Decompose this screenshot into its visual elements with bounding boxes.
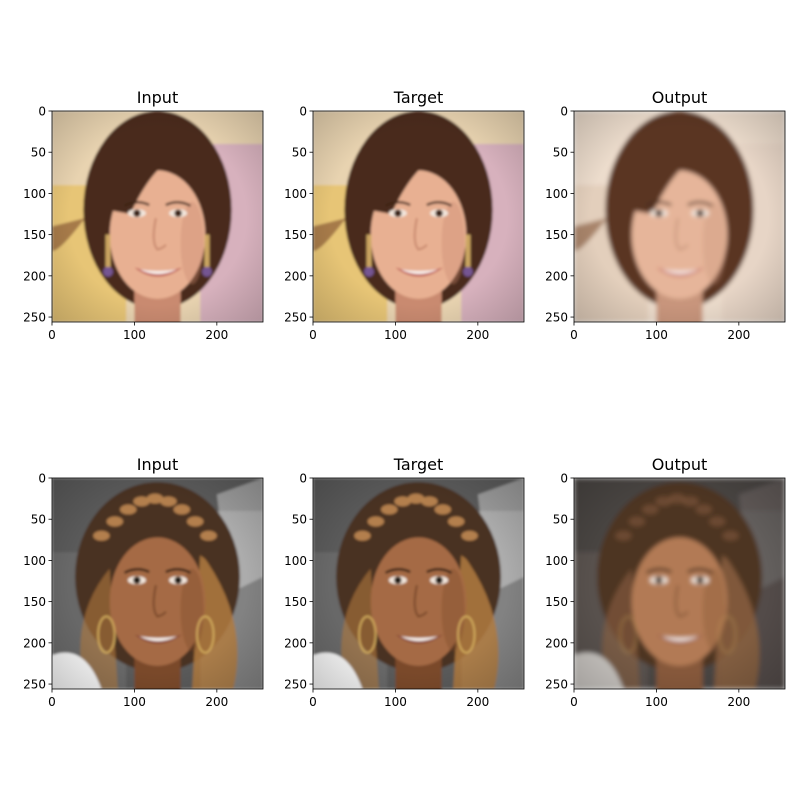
y-tick-label: 200 — [23, 636, 46, 650]
y-tick-label: 50 — [553, 146, 568, 160]
y-tick-label: 0 — [299, 105, 307, 119]
panel-output-row-2: Output 0 100 200 0 50 100 150 200 250 — [545, 455, 786, 709]
y-tick-label: 200 — [284, 269, 307, 283]
axes-frame — [573, 110, 786, 323]
y-tick-label: 250 — [284, 311, 307, 325]
panel-title: Output — [652, 88, 708, 107]
x-tick-label: 0 — [570, 328, 578, 342]
x-tick-label: 0 — [309, 695, 317, 709]
y-tick-label: 100 — [23, 187, 46, 201]
y-tick-label: 50 — [292, 146, 307, 160]
panel-title: Target — [393, 88, 444, 107]
panel-target-row-2: Target 0 100 200 0 50 100 150 200 250 — [284, 455, 525, 709]
panel-target-row-1: Target 0 100 200 0 50 100 150 200 250 — [284, 88, 525, 342]
y-tick-label: 150 — [23, 228, 46, 242]
x-tick-label: 200 — [466, 695, 489, 709]
y-tick-label: 0 — [299, 472, 307, 486]
y-tick-label: 100 — [545, 187, 568, 201]
x-tick-label: 200 — [205, 695, 228, 709]
y-tick-label: 200 — [545, 269, 568, 283]
panel-title: Input — [137, 88, 178, 107]
axes-frame — [51, 110, 264, 323]
y-tick-label: 250 — [284, 678, 307, 692]
x-tick-label: 200 — [205, 328, 228, 342]
y-tick-label: 250 — [23, 678, 46, 692]
y-tick-label: 100 — [23, 554, 46, 568]
axes-frame — [51, 477, 264, 690]
panel-image — [574, 478, 785, 689]
axes-frame — [573, 477, 786, 690]
panel-input-row-2: Input 0 100 200 0 50 100 150 200 250 — [23, 455, 264, 709]
panel-image — [52, 478, 263, 689]
x-tick-label: 100 — [384, 328, 407, 342]
panel-image — [52, 111, 263, 322]
y-tick-label: 200 — [545, 636, 568, 650]
y-tick-label: 100 — [284, 554, 307, 568]
x-tick-label: 100 — [384, 695, 407, 709]
y-tick-label: 0 — [560, 472, 568, 486]
x-tick-label: 0 — [570, 695, 578, 709]
y-tick-label: 0 — [38, 472, 46, 486]
y-tick-label: 150 — [284, 595, 307, 609]
panel-image — [313, 111, 524, 322]
y-tick-label: 150 — [284, 228, 307, 242]
x-tick-label: 100 — [645, 328, 668, 342]
y-tick-label: 50 — [31, 513, 46, 527]
x-tick-label: 200 — [727, 328, 750, 342]
y-tick-label: 50 — [31, 146, 46, 160]
y-tick-label: 150 — [23, 595, 46, 609]
y-tick-label: 250 — [545, 311, 568, 325]
y-tick-label: 150 — [545, 595, 568, 609]
panel-image — [574, 111, 785, 322]
panel-title: Output — [652, 455, 708, 474]
x-tick-label: 100 — [123, 328, 146, 342]
y-tick-label: 50 — [553, 513, 568, 527]
panel-image — [313, 478, 524, 689]
panel-title: Input — [137, 455, 178, 474]
y-tick-label: 200 — [284, 636, 307, 650]
x-tick-label: 0 — [48, 695, 56, 709]
panel-output-row-1: Output 0 100 200 0 50 100 150 200 250 — [545, 88, 786, 342]
y-tick-label: 0 — [38, 105, 46, 119]
x-tick-label: 0 — [309, 328, 317, 342]
y-tick-label: 250 — [545, 678, 568, 692]
y-tick-label: 200 — [23, 269, 46, 283]
y-tick-label: 150 — [545, 228, 568, 242]
y-tick-label: 250 — [23, 311, 46, 325]
y-tick-label: 100 — [284, 187, 307, 201]
x-tick-label: 100 — [645, 695, 668, 709]
axes-frame — [312, 110, 525, 323]
y-tick-label: 100 — [545, 554, 568, 568]
x-tick-label: 200 — [727, 695, 750, 709]
axes-frame — [312, 477, 525, 690]
y-tick-label: 0 — [560, 105, 568, 119]
x-tick-label: 200 — [466, 328, 489, 342]
panel-title: Target — [393, 455, 444, 474]
y-tick-label: 50 — [292, 513, 307, 527]
panel-input-row-1: Input 0 100 200 0 50 100 150 200 250 — [23, 88, 264, 342]
x-tick-label: 100 — [123, 695, 146, 709]
x-tick-label: 0 — [48, 328, 56, 342]
